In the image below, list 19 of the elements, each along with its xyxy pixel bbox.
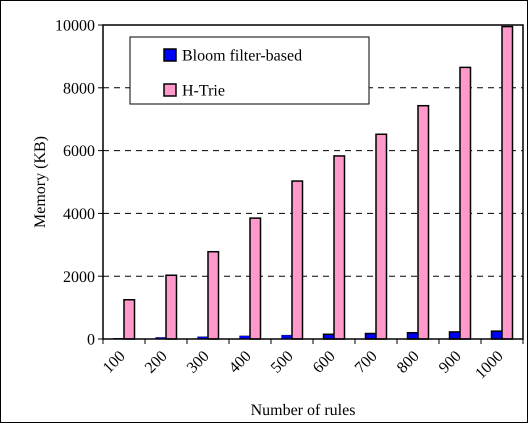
legend-label: H-Trie — [182, 82, 225, 100]
x-tick-label: 300 — [184, 348, 213, 377]
y-tick-label: 10000 — [55, 18, 95, 35]
x-tick-label: 500 — [268, 348, 297, 377]
y-tick-label: 4000 — [63, 206, 95, 223]
x-tick-label: 400 — [226, 348, 255, 377]
x-tick-label: 700 — [352, 348, 381, 377]
x-tick-label: 600 — [310, 348, 339, 377]
x-axis-title: Number of rules — [250, 402, 356, 419]
x-tick-label: 800 — [394, 348, 423, 377]
y-tick-label: 2000 — [63, 268, 95, 286]
x-tick-label: 900 — [436, 348, 465, 377]
y-tick-label: 6000 — [63, 143, 95, 160]
x-tick-label: 100 — [100, 348, 129, 377]
y-axis-title: Memory (KB) — [32, 136, 49, 228]
y-tick-label: 0 — [87, 332, 95, 349]
legend-label: Bloom filter-based — [182, 48, 302, 65]
x-tick-label: 200 — [142, 348, 171, 377]
y-tick-label: 8000 — [63, 80, 95, 98]
